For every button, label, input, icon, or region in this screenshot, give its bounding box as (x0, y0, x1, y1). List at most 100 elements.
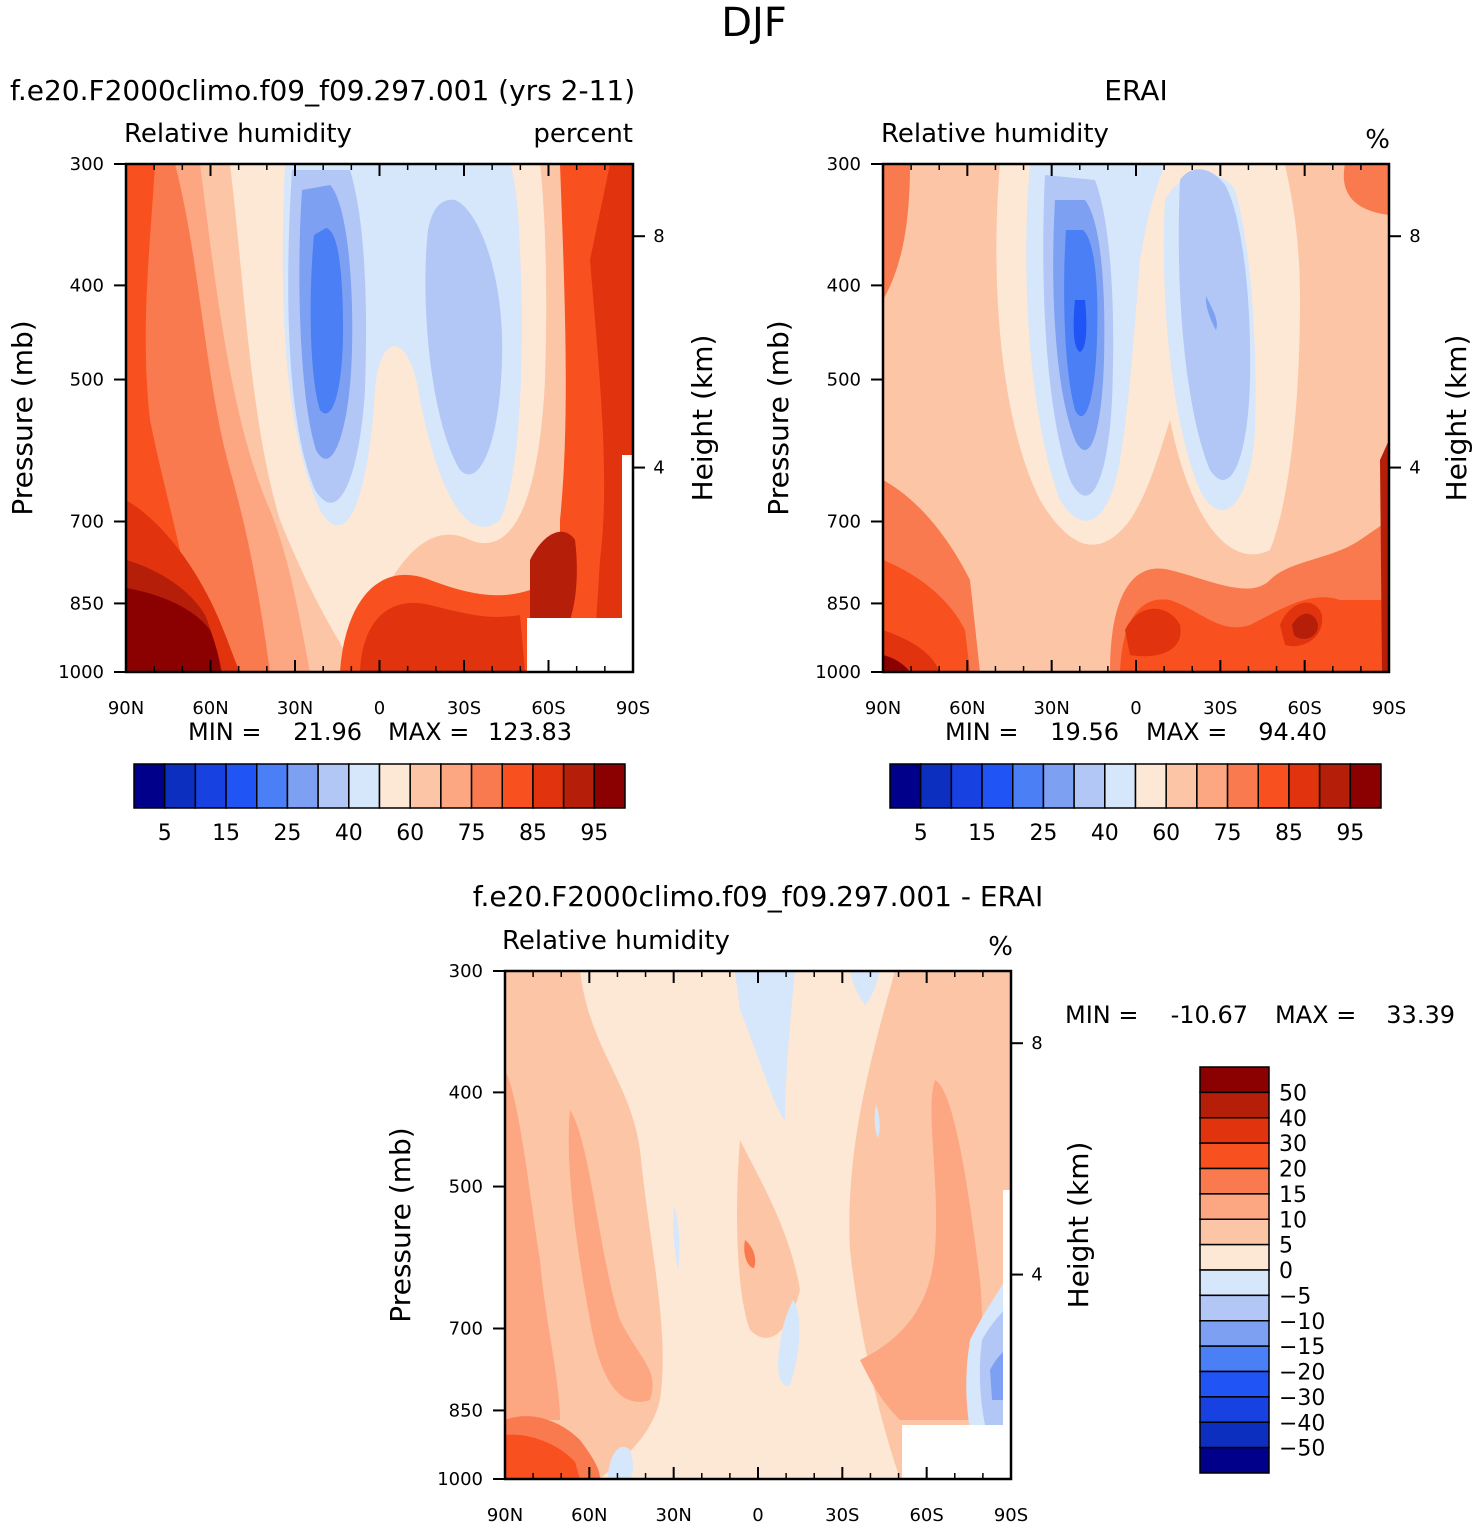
colorbar-box (1199, 1066, 1270, 1094)
y-tick-label: 300 (70, 154, 104, 175)
colorbar-label: −15 (1279, 1335, 1325, 1360)
colorbar-box (1199, 1091, 1270, 1119)
colorbar-label: 10 (1279, 1208, 1307, 1233)
colorbar-box (950, 763, 983, 809)
colorbar-label: −10 (1279, 1310, 1325, 1335)
x-tick-label: 90N (865, 698, 901, 719)
band-15-20-spot (744, 1240, 756, 1268)
panel-diff-case-title: f.e20.F2000climo.f09_f09.297.001 - ERAI (473, 880, 1044, 913)
panel-diff-contours (505, 971, 1011, 1479)
colorbar-box (1104, 763, 1137, 809)
panel-diff-y2label: Height (km) (1062, 1142, 1095, 1309)
colorbar-label: 85 (519, 821, 547, 846)
y-tick-label: 300 (827, 154, 861, 175)
y-tick-label: 1000 (437, 1469, 483, 1490)
y-tick-label: 700 (449, 1319, 483, 1340)
panel-model-variable: Relative humidity (124, 119, 352, 149)
colorbar-box (562, 763, 596, 809)
band-neg10-right-edge (990, 1352, 1003, 1400)
y-tick-label: 500 (70, 370, 104, 391)
colorbar-box (501, 763, 534, 809)
white-mask-bottom (527, 618, 633, 672)
y-tick-label: 850 (70, 593, 104, 614)
y-tick-label: 400 (70, 275, 104, 296)
panel-obs-colorbar: 5 15 25 40 60 75 85 95 (889, 763, 1382, 846)
band-neg-lower-mid (778, 1300, 800, 1386)
colorbar-box (1165, 763, 1198, 809)
colorbar-box (1199, 1345, 1270, 1373)
panel-obs-contours (883, 164, 1389, 672)
panel-model-max-label: MAX = (388, 718, 469, 746)
panel-diff-min-label: MIN = (1065, 1001, 1138, 1029)
colorbar-box (919, 763, 953, 809)
band-10-15-right (860, 1080, 982, 1420)
colorbar-label: 15 (1279, 1183, 1307, 1208)
panel-diff-y2ticks: 84 (1011, 1033, 1043, 1286)
y-tick-label: 700 (70, 512, 104, 533)
panel-diff: f.e20.F2000climo.f09_f09.297.001 - ERAI … (384, 880, 1455, 1526)
white-mask-bottom (902, 1425, 1011, 1479)
colorbar-box (1349, 763, 1382, 809)
colorbar-box (1199, 1294, 1270, 1322)
panel-obs-yticks: 300 400 500 700 850 1000 (815, 154, 883, 683)
x-tick-label: 60N (192, 698, 228, 719)
colorbar-label: 60 (396, 821, 424, 846)
x-tick-label: 0 (752, 1505, 763, 1526)
x-tick-label: 0 (374, 698, 385, 719)
band-10-15-left (505, 1070, 653, 1420)
colorbar-label: 40 (1279, 1107, 1307, 1132)
x-tick-label: 90S (616, 698, 650, 719)
panel-obs-variable: Relative humidity (881, 119, 1109, 149)
x-tick-label: 30N (277, 698, 313, 719)
colorbar-label: 40 (335, 821, 363, 846)
colorbar-box (1073, 763, 1106, 809)
colorbar-box (1257, 763, 1290, 809)
y-tick-label: 850 (827, 593, 861, 614)
colorbar-box (1199, 1320, 1270, 1347)
colorbar-box (1196, 763, 1229, 809)
colorbar-label: −20 (1279, 1361, 1325, 1386)
y2-tick-label: 8 (1409, 226, 1420, 247)
colorbar-label: 60 (1152, 821, 1180, 846)
colorbar-box (1288, 763, 1321, 809)
panel-model-contours (126, 164, 633, 672)
colorbar-box (1199, 1218, 1270, 1246)
colorbar-label: 5 (158, 821, 172, 846)
colorbar-box (1199, 1446, 1270, 1474)
panel-model-max-value: 123.83 (488, 718, 572, 746)
y-tick-label: 500 (449, 1177, 483, 1198)
panel-model: f.e20.F2000climo.f09_f09.297.001 (yrs 2-… (6, 74, 719, 846)
x-tick-label: 60S (1287, 698, 1321, 719)
colorbar-label: 5 (1279, 1234, 1293, 1259)
y-tick-label: 1000 (815, 662, 861, 683)
y-tick-label: 500 (827, 370, 861, 391)
panel-obs-y2label: Height (km) (1440, 335, 1473, 502)
band-75-right (1343, 164, 1389, 215)
colorbar-box (378, 763, 411, 809)
x-tick-label: 30S (447, 698, 481, 719)
band-neg-top-right (850, 971, 880, 1005)
panel-diff-min-value: -10.67 (1171, 1001, 1248, 1029)
colorbar-label: 85 (1275, 821, 1303, 846)
colorbar-box (348, 763, 381, 809)
y-tick-label: 400 (449, 1082, 483, 1103)
colorbar-label: 30 (1279, 1132, 1307, 1157)
panel-obs-y2ticks: 84 (1389, 226, 1421, 479)
colorbar-box (1012, 763, 1045, 809)
y-tick-label: 300 (449, 961, 483, 982)
panel-obs-max-label: MAX = (1146, 718, 1227, 746)
band-100-bottom-left (126, 588, 221, 672)
colorbar-box (593, 763, 626, 809)
colorbar-label: 25 (1029, 821, 1057, 846)
band-90-low-mid (360, 602, 525, 672)
x-tick-label: 30S (825, 1505, 859, 1526)
panel-model-colorbar: 5 15 25 40 60 75 85 95 (133, 763, 626, 846)
colorbar-label: −5 (1279, 1284, 1311, 1309)
x-tick-label: 90S (1372, 698, 1406, 719)
colorbar-label: −50 (1279, 1437, 1325, 1462)
panel-model-xticks: 90N 60N 30N 0 30S 60S 90S (108, 164, 650, 719)
band-5-10-mid (737, 1140, 800, 1338)
y2-tick-label: 4 (1031, 1265, 1042, 1286)
colorbar-box (1226, 763, 1259, 809)
